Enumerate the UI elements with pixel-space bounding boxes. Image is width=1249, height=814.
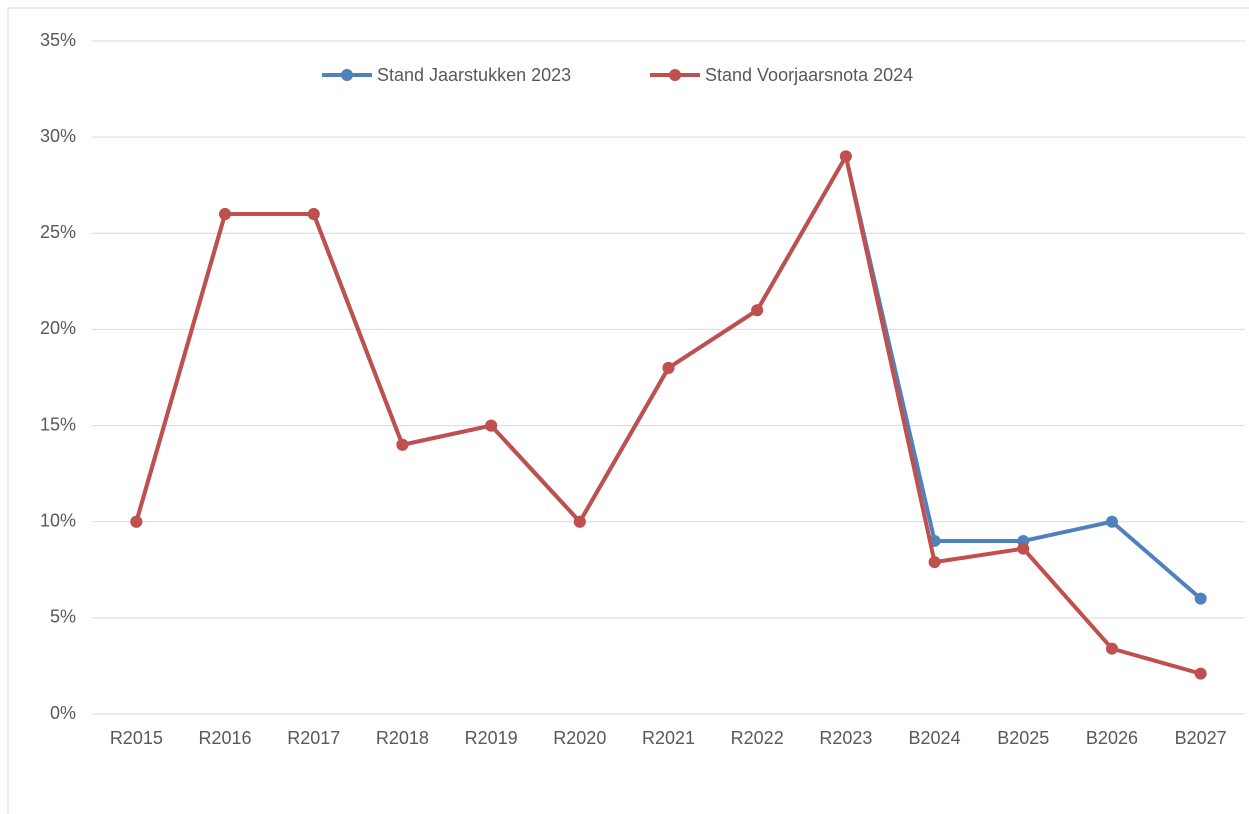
x-tick-label: R2016: [199, 728, 252, 748]
marker: [396, 438, 409, 451]
x-tick-label: R2020: [553, 728, 606, 748]
legend-marker: [669, 69, 681, 81]
x-tick-label: R2019: [465, 728, 518, 748]
marker: [130, 515, 143, 528]
y-tick-label: 15%: [40, 414, 76, 434]
marker: [662, 361, 675, 374]
x-tick-label: R2018: [376, 728, 429, 748]
marker: [839, 150, 852, 163]
marker: [485, 419, 498, 432]
y-tick-label: 30%: [40, 126, 76, 146]
series-line: [134, 154, 1202, 676]
marker: [928, 556, 941, 569]
x-tick-label: R2017: [287, 728, 340, 748]
marker: [1194, 592, 1207, 605]
legend-label: Stand Voorjaarsnota 2024: [705, 65, 913, 85]
marker: [751, 304, 764, 317]
y-tick-label: 20%: [40, 318, 76, 338]
x-tick-label: B2025: [997, 728, 1049, 748]
x-tick-label: B2027: [1175, 728, 1227, 748]
marker: [1105, 642, 1118, 655]
x-tick-label: R2023: [819, 728, 872, 748]
y-tick-label: 5%: [50, 607, 76, 627]
marker: [573, 515, 586, 528]
chart-border: [7, 7, 1249, 814]
marker: [1194, 667, 1207, 680]
series-line: [134, 154, 1202, 601]
marker: [219, 208, 232, 221]
marker: [1105, 515, 1118, 528]
marker: [1017, 542, 1030, 555]
legend-label: Stand Jaarstukken 2023: [377, 65, 571, 85]
x-tick-label: R2021: [642, 728, 695, 748]
legend-marker: [341, 69, 353, 81]
x-tick-label: R2015: [110, 728, 163, 748]
y-tick-label: 35%: [40, 30, 76, 50]
marker: [307, 208, 320, 221]
x-tick-label: B2024: [909, 728, 961, 748]
x-tick-label: R2022: [731, 728, 784, 748]
y-tick-label: 25%: [40, 222, 76, 242]
y-tick-label: 10%: [40, 510, 76, 530]
x-tick-label: B2026: [1086, 728, 1138, 748]
y-tick-label: 0%: [50, 703, 76, 723]
